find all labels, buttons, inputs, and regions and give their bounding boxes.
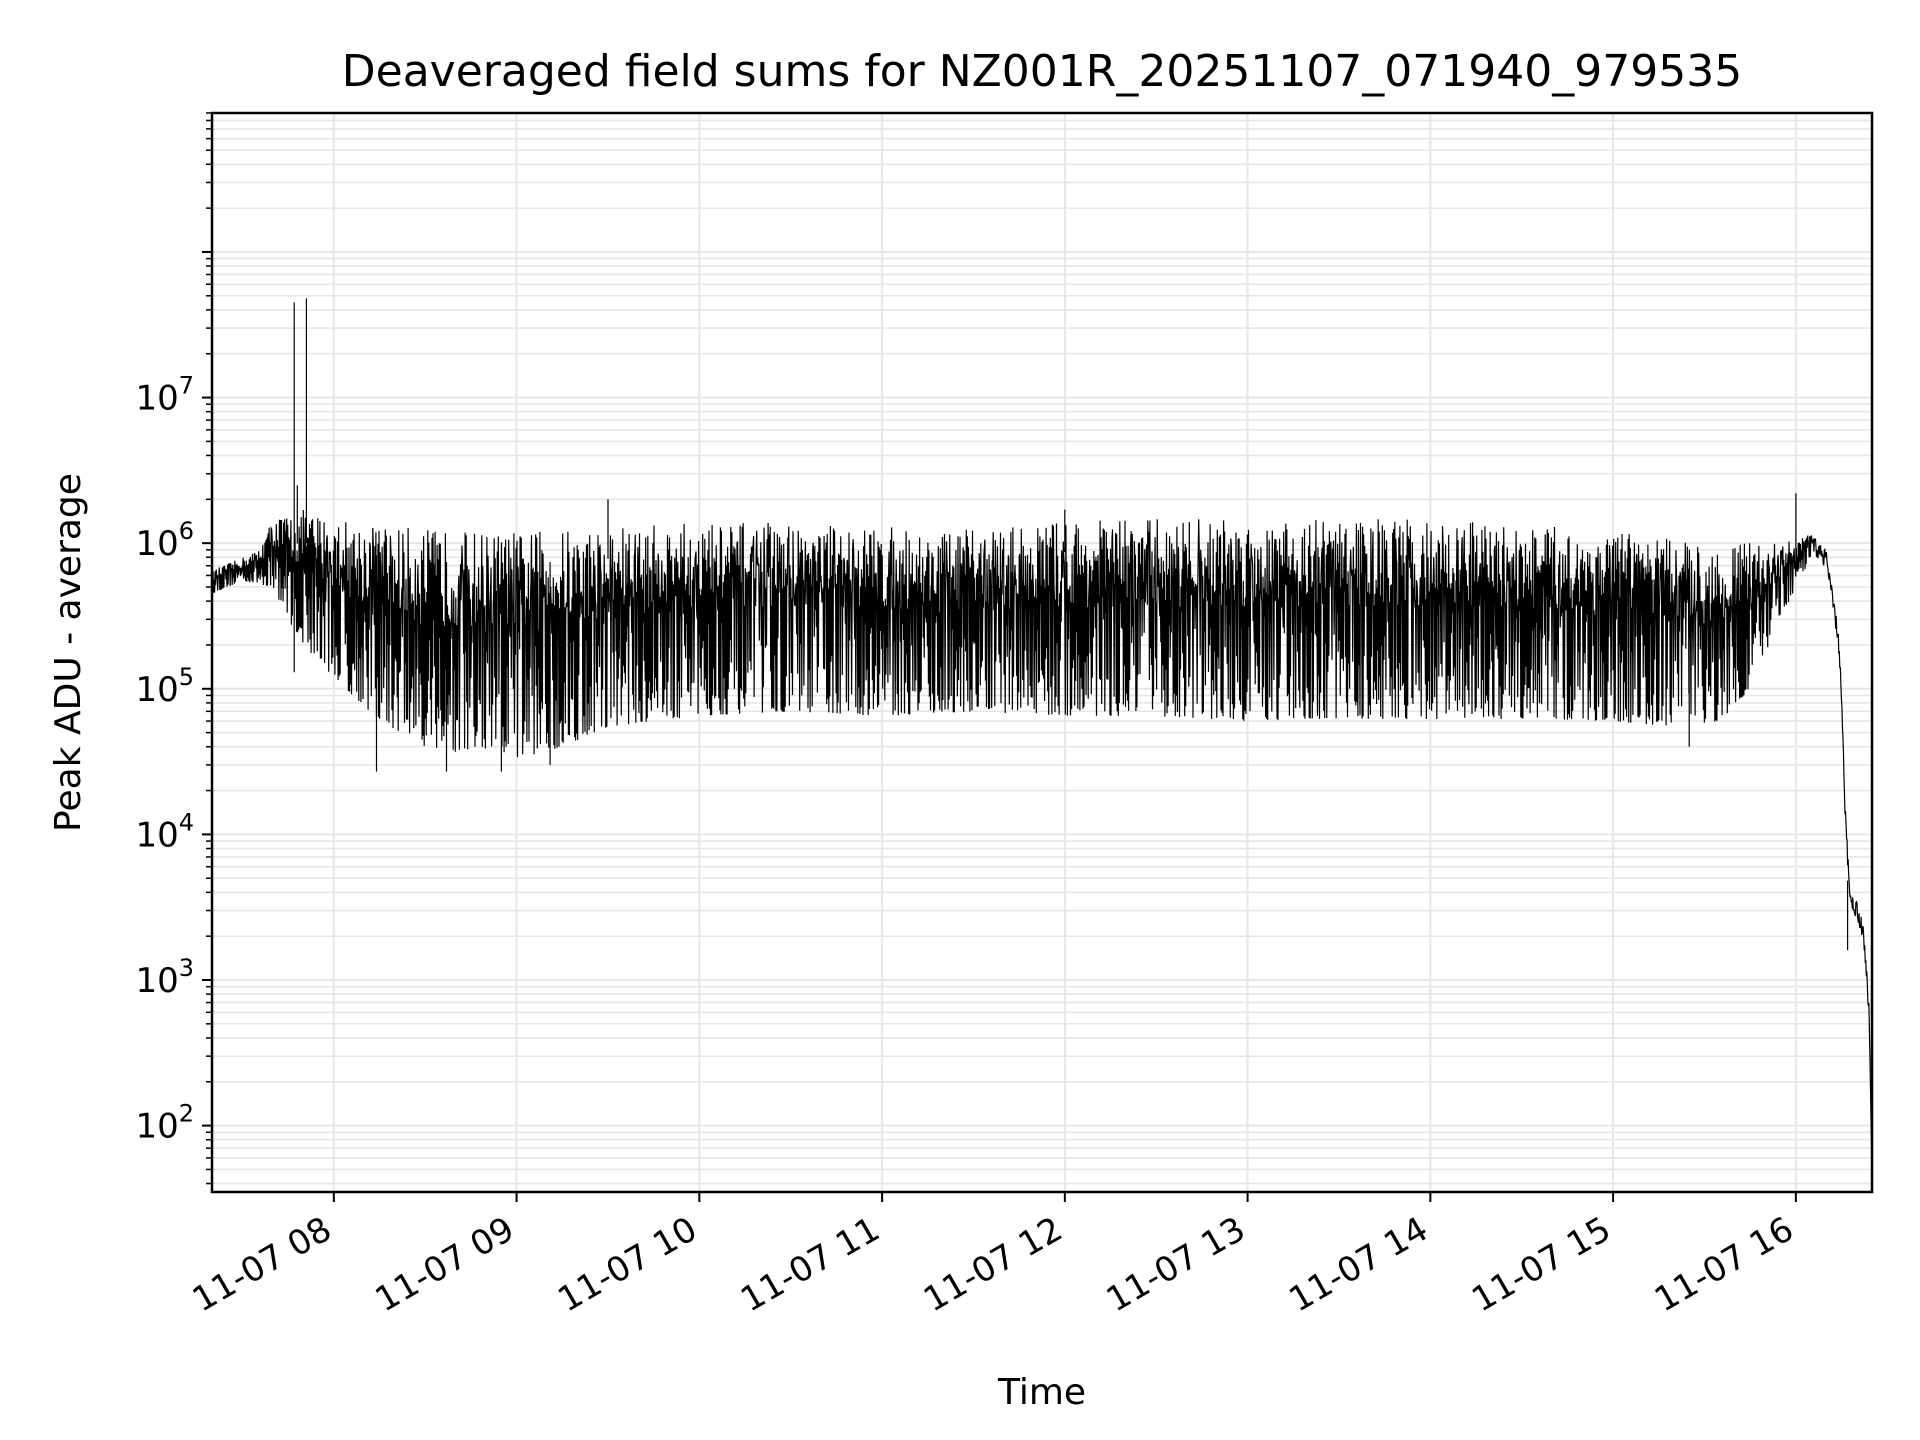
y-tick-label: 107 [135,372,194,419]
series-line [212,298,1872,1168]
chart-title: Deaveraged field sums for NZ001R_2025110… [342,46,1742,97]
x-axis-label: Time [997,1372,1086,1413]
plot-frame [210,111,1874,1194]
y-axis-label: Peak ADU - average [48,473,89,832]
y-tick-label: 105 [135,663,194,710]
y-tick-label: 106 [135,517,194,564]
series-area [212,298,1872,1168]
y-tick-label: 102 [135,1100,194,1147]
y-tick-label: 103 [135,954,194,1001]
y-tick-label: 104 [135,808,194,855]
